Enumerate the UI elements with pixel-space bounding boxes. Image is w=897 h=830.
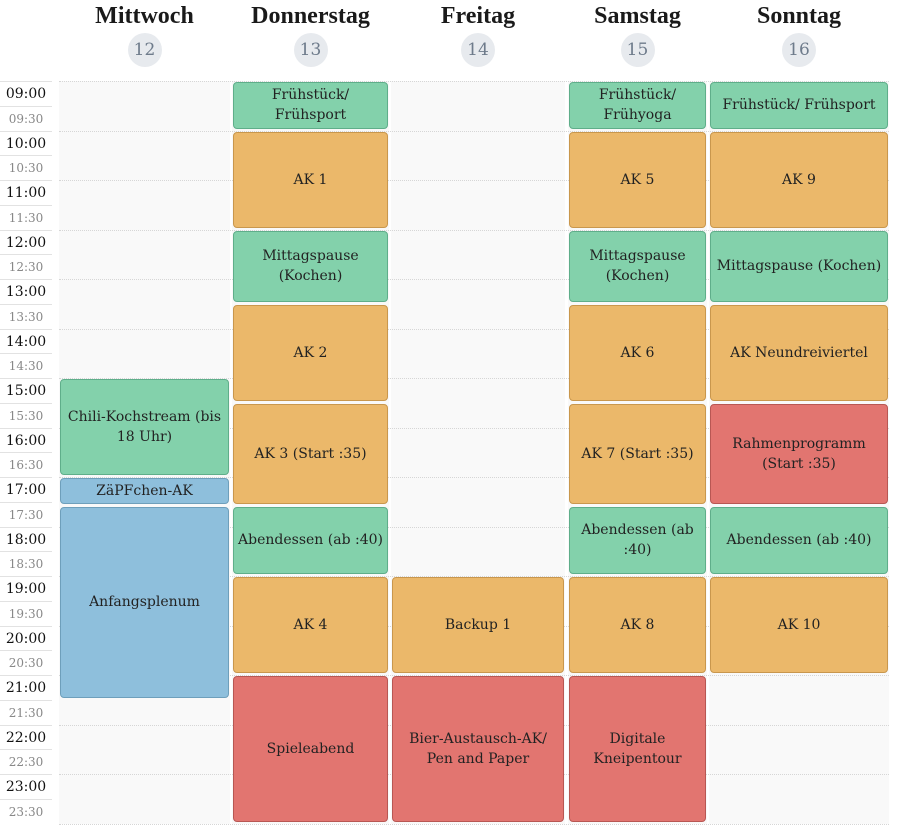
event-block[interactable]: Mittagspause (Kochen) bbox=[233, 230, 388, 302]
event-block[interactable]: AK 1 bbox=[233, 131, 388, 228]
time-label: 18:00 bbox=[0, 526, 52, 552]
time-label: 22:00 bbox=[0, 724, 52, 750]
time-label: 21:30 bbox=[0, 699, 52, 725]
event-block[interactable]: AK 2 bbox=[233, 304, 388, 401]
day-number-badge: 14 bbox=[461, 33, 495, 67]
time-label: 10:30 bbox=[0, 155, 52, 180]
time-label: 09:30 bbox=[0, 105, 52, 131]
hour-gridline bbox=[59, 526, 889, 528]
day-name: Donnerstag bbox=[251, 3, 370, 29]
time-label: 09:00 bbox=[0, 81, 52, 106]
event-block[interactable]: AK 6 bbox=[569, 304, 706, 401]
event-block[interactable]: Chili-Kochstream (bis 18 Uhr) bbox=[60, 379, 229, 475]
hour-gridline bbox=[59, 279, 889, 280]
time-label: 13:00 bbox=[0, 279, 52, 304]
time-label: 11:30 bbox=[0, 204, 52, 230]
event-block[interactable]: Rahmenprogramm (Start :35) bbox=[710, 403, 888, 504]
event-block[interactable]: Abendessen (ab :40) bbox=[569, 506, 706, 574]
time-label: 21:00 bbox=[0, 675, 52, 700]
day-name: Samstag bbox=[594, 3, 681, 29]
event-block[interactable]: Abendessen (ab :40) bbox=[710, 506, 888, 574]
event-block[interactable]: Spieleabend bbox=[233, 676, 388, 822]
hour-gridline bbox=[59, 180, 889, 181]
event-block[interactable]: Frühstück/ Frühsport bbox=[710, 82, 888, 129]
event-block[interactable]: AK 4 bbox=[233, 577, 388, 673]
event-block[interactable]: Frühstück/ Frühyoga bbox=[569, 82, 706, 129]
time-label: 14:00 bbox=[0, 328, 52, 354]
day-header-mittwoch: Mittwoch 12 bbox=[59, 0, 230, 67]
event-block[interactable]: ZäPFchen-AK bbox=[60, 478, 229, 504]
event-block[interactable]: Anfangsplenum bbox=[60, 506, 229, 698]
event-block[interactable]: AK 3 (Start :35) bbox=[233, 403, 388, 504]
time-label: 20:00 bbox=[0, 625, 52, 651]
event-block[interactable]: Digitale Kneipentour bbox=[569, 676, 706, 822]
hour-gridline bbox=[59, 328, 889, 330]
hour-gridline bbox=[59, 378, 889, 379]
event-block[interactable]: Backup 1 bbox=[392, 577, 564, 673]
hour-gridline bbox=[59, 81, 889, 82]
time-label: 23:30 bbox=[0, 798, 52, 824]
event-block[interactable]: AK 5 bbox=[569, 131, 706, 228]
time-label: 17:30 bbox=[0, 501, 52, 527]
day-number-badge: 12 bbox=[127, 33, 162, 67]
time-label: 14:30 bbox=[0, 353, 52, 378]
time-label: 22:30 bbox=[0, 749, 52, 774]
day-header-sonntag: Sonntag 16 bbox=[709, 0, 889, 67]
time-label: 16:00 bbox=[0, 427, 52, 453]
event-block[interactable]: Abendessen (ab :40) bbox=[233, 506, 388, 574]
hour-gridline bbox=[59, 130, 889, 132]
event-block[interactable]: Frühstück/ Frühsport bbox=[233, 82, 388, 129]
event-block[interactable]: AK 8 bbox=[569, 577, 706, 673]
day-name: Freitag bbox=[440, 3, 516, 29]
time-label: 17:00 bbox=[0, 477, 52, 502]
event-block[interactable]: Mittagspause (Kochen) bbox=[569, 230, 706, 302]
time-label: 13:30 bbox=[0, 303, 52, 329]
time-label: 16:30 bbox=[0, 452, 52, 477]
time-label: 15:00 bbox=[0, 378, 52, 403]
hour-gridline bbox=[59, 427, 889, 429]
event-block[interactable]: AK 10 bbox=[710, 577, 888, 673]
day-header-donnerstag: Donnerstag 13 bbox=[232, 0, 389, 67]
day-name: Sonntag bbox=[756, 3, 842, 29]
event-block[interactable]: AK 7 (Start :35) bbox=[569, 403, 706, 504]
time-label: 12:00 bbox=[0, 229, 52, 255]
time-label: 10:00 bbox=[0, 130, 52, 156]
day-header-samstag: Samstag 15 bbox=[568, 0, 707, 67]
day-header-freitag: Freitag 14 bbox=[391, 0, 565, 67]
time-label: 15:30 bbox=[0, 402, 52, 428]
time-label: 20:30 bbox=[0, 650, 52, 675]
day-number-badge: 16 bbox=[782, 33, 816, 67]
day-number-badge: 15 bbox=[620, 33, 655, 67]
time-label: 19:00 bbox=[0, 576, 52, 601]
event-block[interactable]: AK 9 bbox=[710, 131, 888, 228]
hour-gridline bbox=[59, 477, 889, 478]
hour-gridline bbox=[59, 229, 889, 231]
time-label: 11:00 bbox=[0, 180, 52, 205]
time-label: 19:30 bbox=[0, 600, 52, 626]
hour-gridline bbox=[59, 675, 889, 676]
day-name: Mittwoch bbox=[95, 3, 194, 29]
time-label: 12:30 bbox=[0, 254, 52, 279]
event-block[interactable]: AK Neundreiviertel bbox=[710, 304, 888, 401]
event-block[interactable]: Mittagspause (Kochen) bbox=[710, 230, 888, 302]
event-block[interactable]: Bier-Austausch-AK/ Pen and Paper bbox=[392, 676, 564, 822]
time-label: 23:00 bbox=[0, 774, 52, 799]
hour-gridline bbox=[59, 576, 889, 577]
hour-gridline bbox=[59, 823, 889, 825]
day-number-badge: 13 bbox=[293, 33, 328, 67]
time-label: 18:30 bbox=[0, 551, 52, 576]
